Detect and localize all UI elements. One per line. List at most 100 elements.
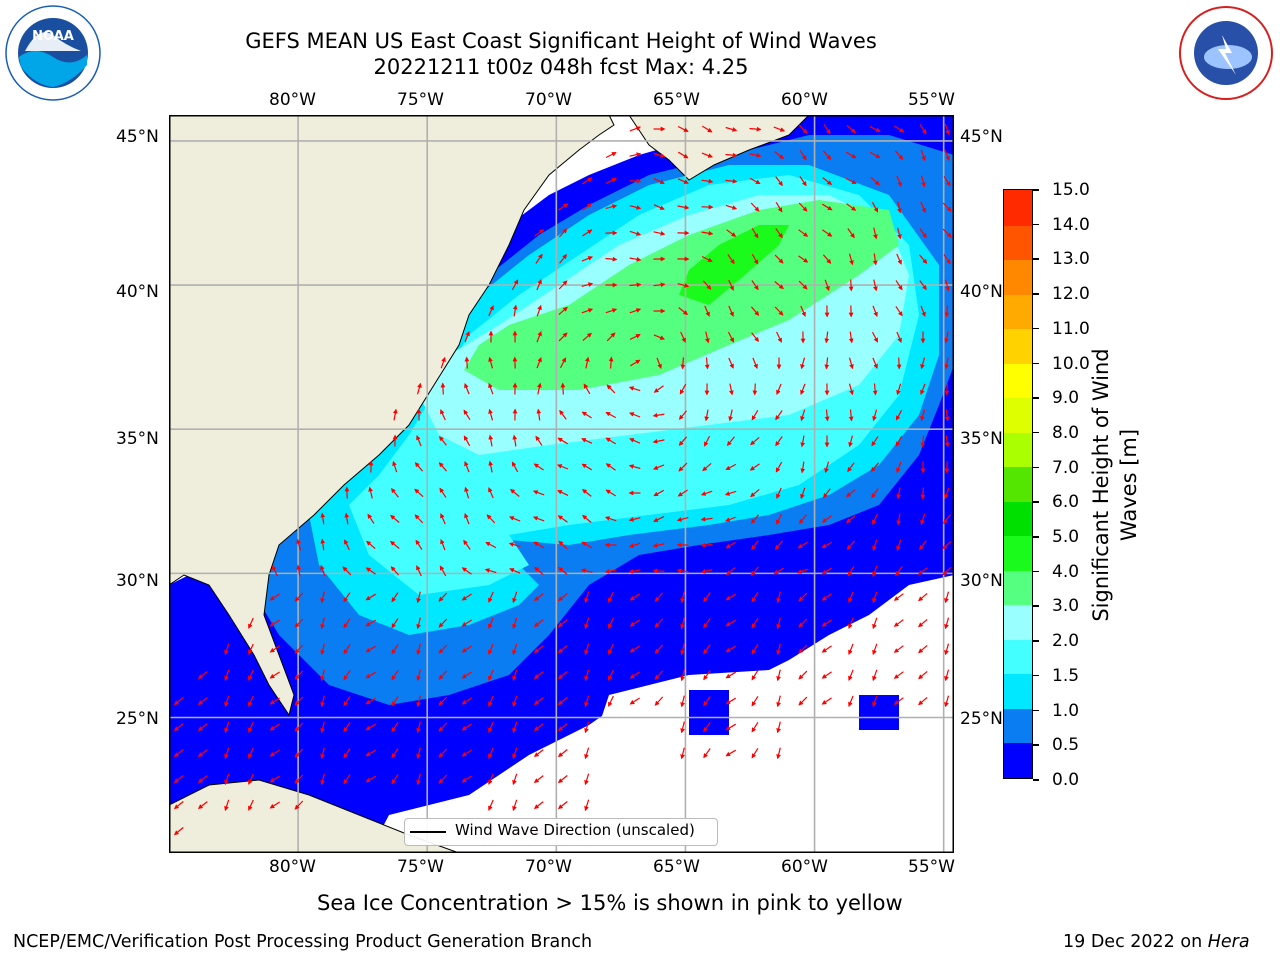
wave-direction-arrow <box>557 464 569 470</box>
colorbar-tick-mark <box>1033 293 1039 295</box>
wave-direction-arrow <box>557 515 568 523</box>
wave-direction-arrow <box>680 747 685 760</box>
wave-direction-arrow <box>872 565 878 578</box>
wave-direction-arrow <box>320 747 325 760</box>
wave-direction-arrow <box>896 513 902 526</box>
wave-direction-arrow <box>629 334 641 340</box>
wave-direction-arrow <box>896 487 902 500</box>
wave-direction-arrow <box>654 644 664 654</box>
wave-direction-arrow <box>512 591 518 604</box>
wave-direction-arrow <box>894 150 904 160</box>
wave-direction-arrow <box>845 177 857 185</box>
colorbar-tick-mark <box>1033 431 1039 434</box>
wave-direction-arrow <box>705 331 710 344</box>
wave-direction-arrow <box>652 412 665 418</box>
wave-direction-arrow <box>727 254 735 265</box>
wave-direction-arrow <box>390 566 400 576</box>
wave-direction-arrow <box>751 695 759 707</box>
wave-direction-arrow <box>751 643 759 655</box>
wave-direction-arrow <box>532 490 545 496</box>
wave-direction-arrow <box>800 383 806 395</box>
wave-direction-arrow <box>944 149 950 161</box>
colorbar-segment <box>1004 570 1032 606</box>
wave-direction-arrow <box>798 670 808 680</box>
wave-direction-arrow <box>848 643 854 655</box>
wave-direction-arrow <box>822 229 833 237</box>
wave-direction-arrow <box>897 227 902 240</box>
wave-direction-arrow <box>557 490 569 496</box>
wave-direction-arrow <box>365 775 377 783</box>
wave-direction-arrow <box>872 669 878 682</box>
wave-direction-arrow <box>512 669 518 682</box>
wave-direction-arrow <box>943 176 951 187</box>
wave-direction-arrow <box>749 177 761 185</box>
colorbar-tick-mark <box>1033 223 1039 226</box>
wave-direction-arrow <box>724 490 737 496</box>
wave-direction-arrow <box>918 644 928 654</box>
wave-direction-arrow <box>248 721 254 733</box>
colorbar-tick-label: 10.0 <box>1052 353 1090 374</box>
land-north-america <box>169 115 615 717</box>
wave-direction-arrow <box>558 280 568 290</box>
wave-direction-arrow <box>919 540 927 551</box>
wave-direction-arrow <box>605 411 617 419</box>
wave-direction-arrow <box>751 332 759 343</box>
lat-tick-right: 30°N <box>960 571 1003 591</box>
wave-direction-arrow <box>536 408 542 421</box>
wave-direction-arrow <box>488 356 494 369</box>
wave-direction-arrow <box>701 152 713 158</box>
wave-direction-arrow <box>872 383 878 396</box>
wave-direction-arrow <box>704 357 710 370</box>
wave-direction-arrow <box>533 593 544 601</box>
wave-direction-arrow <box>726 566 736 576</box>
wave-direction-arrow <box>173 827 184 836</box>
wave-direction-arrow <box>438 462 448 472</box>
colorbar-segment <box>1004 224 1032 261</box>
wave-direction-arrow <box>269 801 280 809</box>
wave-direction-arrow <box>248 695 254 707</box>
wave-direction-arrow <box>365 645 377 653</box>
wave-direction-arrow <box>224 799 230 812</box>
sea-ice-note: Sea Ice Concentration > 15% is shown in … <box>317 891 903 915</box>
colorbar-tick-label: 1.0 <box>1052 700 1080 721</box>
wave-direction-arrow <box>629 619 640 627</box>
legend <box>404 818 718 846</box>
wave-direction-arrow <box>704 305 710 317</box>
wave-direction-arrow <box>440 539 446 551</box>
wave-direction-arrow <box>942 540 952 550</box>
wave-direction-arrow <box>580 568 593 573</box>
wave-direction-arrow <box>822 150 832 160</box>
wave-direction-arrow <box>848 409 854 422</box>
wave-direction-arrow <box>942 228 952 238</box>
wave-direction-arrow <box>439 487 447 498</box>
wave-direction-arrow <box>392 408 398 421</box>
wave-direction-arrow <box>846 540 856 550</box>
wave-direction-arrow <box>197 775 208 783</box>
wave-direction-arrow <box>532 516 545 522</box>
wave-direction-arrow <box>320 721 325 734</box>
wave-direction-arrow <box>343 670 351 681</box>
wave-direction-arrow <box>703 644 711 655</box>
wave-direction-arrow <box>464 383 470 395</box>
wave-direction-arrow <box>416 695 421 708</box>
wave-direction-arrow <box>847 565 855 577</box>
wave-direction-arrow <box>797 541 808 549</box>
wave-direction-arrow <box>750 202 760 212</box>
wave-direction-arrow <box>440 513 446 525</box>
wave-direction-arrow <box>821 567 832 575</box>
nws-logo <box>1178 5 1274 101</box>
wave-direction-arrow <box>652 543 665 548</box>
wave-direction-arrow <box>725 645 737 653</box>
wave-direction-arrow <box>508 542 521 548</box>
wave-direction-arrow <box>512 617 518 630</box>
wave-direction-arrow <box>628 517 641 522</box>
wave-direction-arrow <box>488 487 494 499</box>
wave-direction-arrow <box>944 695 950 708</box>
map-plot <box>169 115 954 853</box>
wave-direction-arrow <box>847 228 855 239</box>
wave-direction-arrow <box>608 356 614 369</box>
wave-direction-arrow <box>629 308 642 314</box>
wave-direction-arrow <box>920 305 926 317</box>
map-subtitle: 20221211 t00z 048h fcst Max: 4.25 <box>373 55 749 79</box>
wave-direction-arrow <box>751 617 759 629</box>
